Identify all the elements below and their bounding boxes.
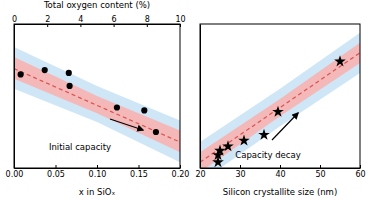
y-axis xyxy=(200,25,201,169)
confidence-band xyxy=(200,43,360,168)
confidence-band xyxy=(200,33,360,168)
tick: 6 xyxy=(112,15,117,27)
x2-tick xyxy=(80,24,81,27)
tick: 0.10 xyxy=(89,165,107,179)
y-axis xyxy=(14,25,15,169)
x2-tick xyxy=(147,24,148,27)
x2-axis: 0 2 4 6 8 10 xyxy=(12,15,186,27)
x-tick xyxy=(320,165,321,168)
confidence-band xyxy=(14,47,180,162)
tick: 40 xyxy=(275,165,285,179)
annotation-arrow xyxy=(272,113,298,140)
tick: 0 xyxy=(12,15,17,27)
data-point xyxy=(141,107,147,113)
data-point xyxy=(67,83,73,89)
x2-axis-title: Total oxygen content (%) xyxy=(43,0,150,10)
tick: 0.20 xyxy=(172,165,190,179)
data-point xyxy=(214,145,226,156)
tick: 0.05 xyxy=(47,165,65,179)
panel: 0.00 0.05 0.10 0.15 0.20 0 2 4 6 8 10 x in SiOₓ Tota… xyxy=(6,0,190,197)
x2-tick-label: 2 xyxy=(45,15,50,24)
data-point xyxy=(66,70,72,76)
x-axis: 0.00 0.05 0.10 0.15 0.20 xyxy=(6,165,190,179)
tick: 4 xyxy=(78,15,83,27)
x-tick xyxy=(139,165,140,168)
data-point xyxy=(238,135,250,146)
panel: 20 30 40 50 60 Silicon crystallite size (nm) C… xyxy=(195,24,365,197)
x2-tick xyxy=(14,24,15,27)
tick: 10 xyxy=(175,15,185,27)
x-tick xyxy=(97,165,98,168)
tick: 8 xyxy=(145,15,150,27)
tick: 0.15 xyxy=(130,165,148,179)
x-tick xyxy=(360,165,361,168)
x-tick-label: 40 xyxy=(275,170,285,179)
x2-tick xyxy=(47,24,48,27)
x-axis: 20 30 40 50 60 xyxy=(195,165,365,179)
data-point xyxy=(222,140,234,151)
x2-tick xyxy=(180,24,181,27)
x-tick xyxy=(180,165,181,168)
plot-area xyxy=(14,47,180,162)
x-tick xyxy=(280,165,281,168)
data-point xyxy=(153,129,159,135)
x-tick-label: 0.15 xyxy=(130,170,148,179)
x2-tick-label: 6 xyxy=(112,15,117,24)
tick: 30 xyxy=(235,165,245,179)
x-axis-title: x in SiOₓ xyxy=(79,187,116,197)
tick: 60 xyxy=(355,165,365,179)
data-point xyxy=(272,106,284,117)
x2-tick-label: 4 xyxy=(78,15,83,24)
data-point xyxy=(18,71,24,77)
plot-area xyxy=(200,33,360,168)
confidence-band xyxy=(14,57,180,152)
x-tick-label: 0.00 xyxy=(6,170,24,179)
x-tick-label: 0.20 xyxy=(172,170,190,179)
plot-frame xyxy=(200,24,360,168)
axis-line xyxy=(14,25,15,169)
x-axis-title: Silicon crystallite size (nm) xyxy=(223,187,337,197)
annotation: Initial capacity xyxy=(49,142,111,152)
tick: 50 xyxy=(315,165,325,179)
figure: 0.00 0.05 0.10 0.15 0.20 0 2 4 6 8 10 x in SiOₓ Tota… xyxy=(0,0,370,200)
data-point xyxy=(258,129,270,140)
x2-tick xyxy=(114,24,115,27)
axis-line xyxy=(15,24,181,25)
x-tick-label: 50 xyxy=(315,170,325,179)
annotation-arrow xyxy=(110,119,143,130)
x2-tick-label: 0 xyxy=(12,15,17,24)
x2-tick-label: 8 xyxy=(145,15,150,24)
x-tick xyxy=(56,165,57,168)
data-point xyxy=(42,67,48,73)
data-point xyxy=(212,156,224,167)
x-tick-label: 0.05 xyxy=(47,170,65,179)
x-tick-label: 0.10 xyxy=(89,170,107,179)
annotation: Capacity decay xyxy=(235,150,300,160)
x-tick xyxy=(240,165,241,168)
tick: 2 xyxy=(45,15,50,27)
fit-line xyxy=(14,69,180,142)
x-tick-label: 60 xyxy=(355,170,365,179)
axis-line xyxy=(200,25,201,169)
x-tick-label: 20 xyxy=(195,170,205,179)
x-tick-label: 30 xyxy=(235,170,245,179)
fit-line xyxy=(200,53,360,162)
x2-tick-label: 10 xyxy=(175,15,185,24)
plot-frame xyxy=(14,24,180,168)
data-point xyxy=(114,104,120,110)
data-point xyxy=(334,55,346,66)
